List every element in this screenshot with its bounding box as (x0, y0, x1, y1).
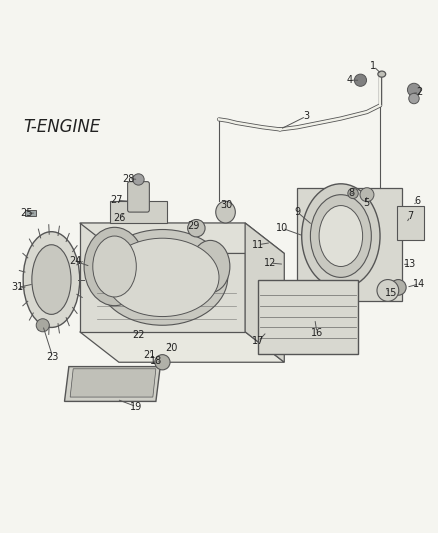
Polygon shape (245, 223, 284, 362)
Polygon shape (397, 206, 424, 240)
Ellipse shape (302, 184, 380, 288)
Circle shape (348, 188, 358, 199)
Text: 7: 7 (407, 212, 413, 221)
Text: 9: 9 (294, 207, 300, 217)
Circle shape (391, 279, 406, 295)
Text: 25: 25 (21, 208, 33, 219)
Circle shape (409, 93, 419, 104)
Text: 23: 23 (46, 352, 59, 362)
Text: 13: 13 (404, 260, 417, 269)
Text: 18: 18 (150, 357, 162, 366)
Ellipse shape (84, 228, 145, 305)
Circle shape (354, 74, 367, 86)
Text: 10: 10 (276, 223, 288, 233)
Ellipse shape (378, 71, 386, 77)
Polygon shape (80, 223, 284, 254)
Ellipse shape (319, 206, 363, 266)
Text: 26: 26 (113, 213, 126, 223)
Text: 16: 16 (311, 328, 323, 337)
Polygon shape (110, 201, 167, 223)
Text: 14: 14 (413, 279, 425, 289)
Polygon shape (80, 332, 284, 362)
Text: 2: 2 (416, 87, 422, 98)
Circle shape (407, 83, 420, 96)
Circle shape (133, 174, 144, 185)
Circle shape (36, 319, 49, 332)
Text: 22: 22 (132, 330, 145, 340)
Polygon shape (297, 188, 402, 301)
Ellipse shape (191, 240, 230, 293)
Bar (25, 211, 36, 215)
Text: 28: 28 (122, 174, 134, 183)
Polygon shape (258, 279, 358, 353)
Text: 31: 31 (12, 282, 24, 293)
Ellipse shape (155, 354, 170, 370)
Text: 30: 30 (221, 200, 233, 209)
Circle shape (377, 279, 399, 301)
Ellipse shape (216, 201, 235, 223)
Ellipse shape (97, 230, 228, 325)
Text: 8: 8 (349, 188, 355, 198)
Text: 12: 12 (264, 258, 276, 268)
Text: 5: 5 (363, 198, 369, 208)
Text: 1: 1 (371, 61, 377, 71)
Polygon shape (70, 369, 156, 397)
Ellipse shape (106, 238, 219, 317)
Text: 19: 19 (130, 402, 142, 411)
Text: 17: 17 (252, 336, 265, 346)
Text: 6: 6 (414, 196, 420, 206)
Text: 11: 11 (252, 240, 264, 250)
Ellipse shape (23, 232, 80, 327)
Circle shape (360, 188, 374, 201)
Text: 21: 21 (143, 350, 155, 360)
Text: 29: 29 (187, 221, 200, 231)
Polygon shape (64, 367, 160, 401)
Ellipse shape (32, 245, 71, 314)
Text: 20: 20 (165, 343, 177, 353)
Text: 4: 4 (346, 75, 353, 85)
FancyBboxPatch shape (127, 182, 149, 212)
Polygon shape (80, 223, 245, 332)
Text: 15: 15 (385, 288, 397, 297)
Text: 27: 27 (110, 196, 123, 205)
Text: 24: 24 (69, 256, 81, 266)
Text: 3: 3 (303, 111, 309, 122)
Ellipse shape (93, 236, 136, 297)
Ellipse shape (187, 220, 205, 237)
Ellipse shape (311, 195, 371, 277)
Text: T-ENGINE: T-ENGINE (23, 118, 100, 136)
